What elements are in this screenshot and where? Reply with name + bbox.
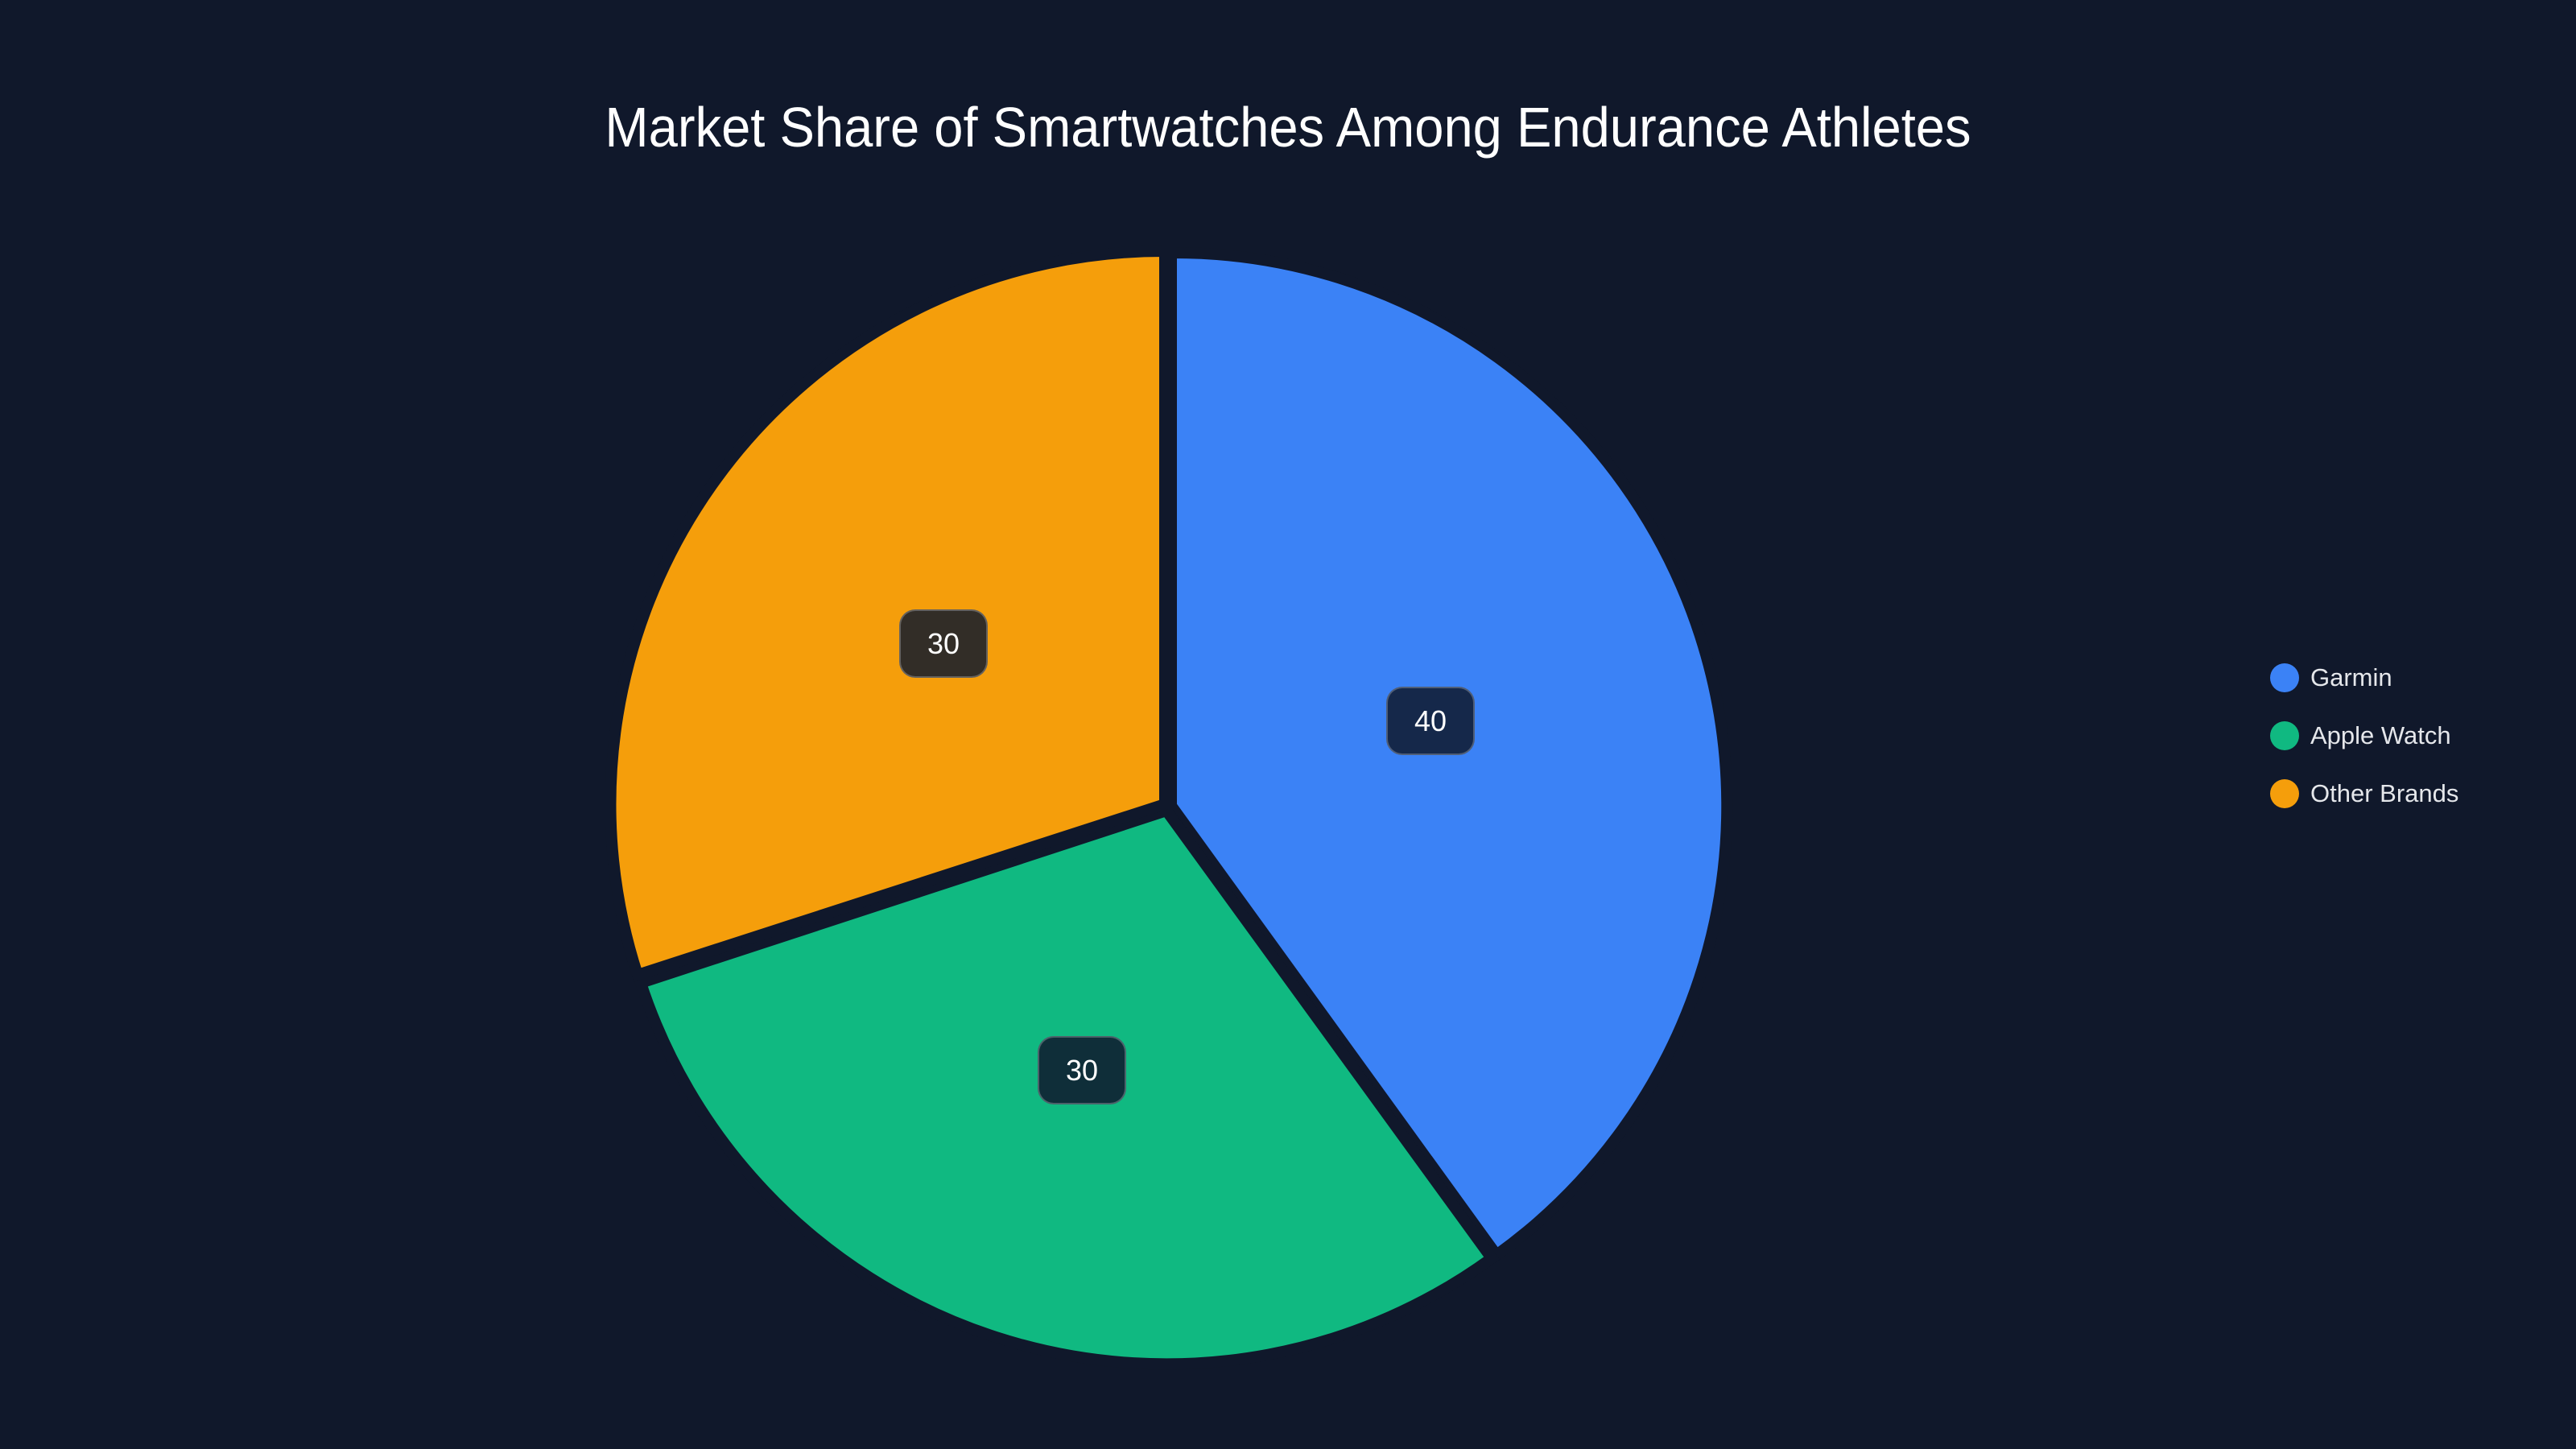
data-label-garmin: 40 [1386,687,1475,755]
legend-label: Other Brands [2310,779,2459,807]
legend-dot-icon [2270,779,2299,808]
legend-dot-icon [2270,663,2299,692]
data-label-other-brands: 30 [899,609,988,678]
legend-label: Apple Watch [2310,721,2451,749]
data-label-apple-watch: 30 [1038,1036,1126,1104]
slice-other-brands[interactable] [605,245,1170,982]
legend-item-other-brands[interactable]: Other Brands [2270,765,2458,823]
legend-label: Garmin [2310,663,2392,691]
legend-item-garmin[interactable]: Garmin [2270,649,2458,707]
legend-dot-icon [2270,721,2299,750]
legend: Garmin Apple Watch Other Brands [2270,649,2458,823]
legend-item-apple-watch[interactable]: Apple Watch [2270,707,2458,765]
chart-title: Market Share of Smartwatches Among Endur… [605,96,1971,159]
